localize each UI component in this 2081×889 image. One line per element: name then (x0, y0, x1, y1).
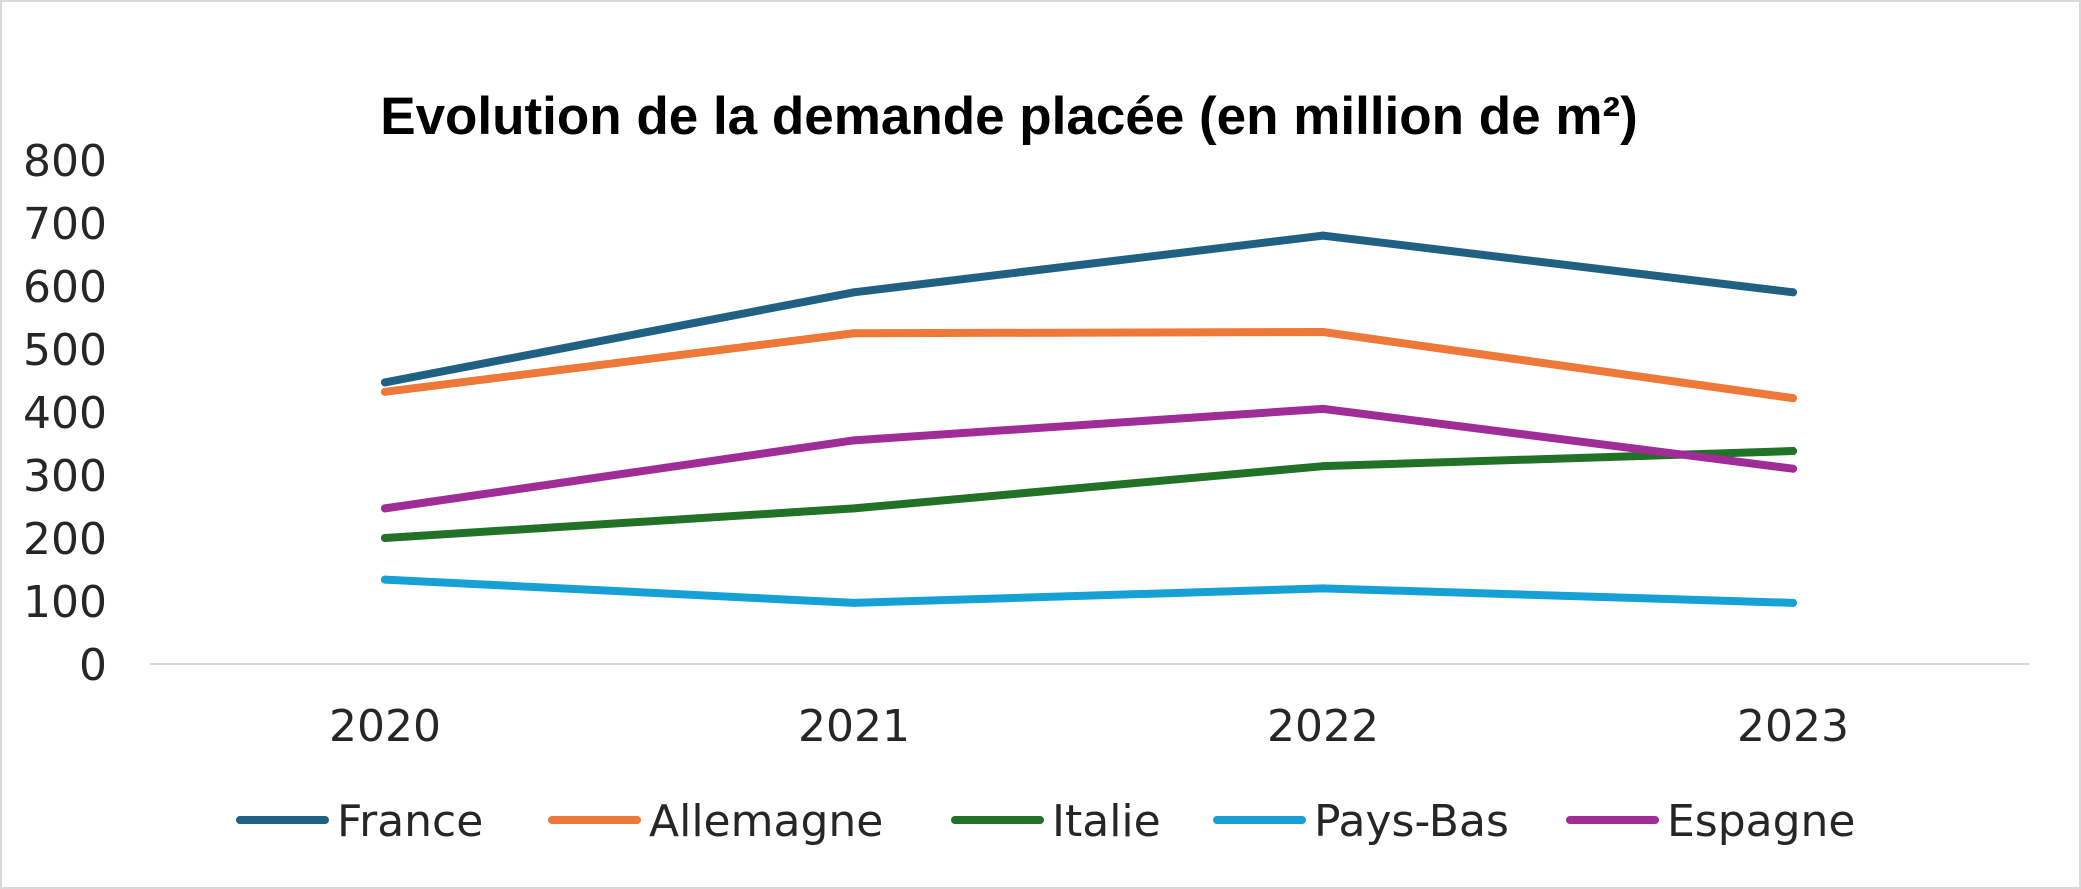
y-tick-label: 200 (23, 514, 107, 565)
data-point (1789, 288, 1797, 297)
data-point (850, 598, 858, 607)
data-point (850, 436, 858, 445)
series-line-france (381, 231, 1797, 387)
data-point (850, 504, 858, 513)
data-point (381, 575, 389, 584)
series-lines (381, 231, 1797, 607)
x-axis: 2020 2021 2022 2023 (150, 663, 2030, 752)
chart-title: Evolution de la demande placée (en milli… (380, 87, 1638, 146)
y-tick-label: 700 (23, 199, 107, 250)
legend-label: Italie (1052, 796, 1161, 847)
data-point (1789, 394, 1797, 403)
x-tick-label: 2023 (1737, 701, 1849, 752)
y-tick-label: 0 (79, 640, 107, 691)
data-point (850, 288, 858, 297)
data-point (1319, 462, 1327, 471)
data-point (1319, 404, 1327, 413)
x-tick-label: 2021 (798, 701, 910, 752)
series-line-allemagne (381, 327, 1797, 403)
legend-label: Espagne (1667, 796, 1856, 847)
series-line-italie (381, 447, 1797, 542)
data-point (1789, 464, 1797, 473)
data-point (381, 378, 389, 387)
data-point (850, 329, 858, 338)
y-axis: 0 100 200 300 400 500 600 700 800 (23, 136, 107, 691)
data-point (1789, 447, 1797, 456)
y-tick-label: 500 (23, 325, 107, 376)
legend-label: Allemagne (649, 796, 883, 847)
data-point (381, 534, 389, 542)
data-point (1319, 584, 1327, 593)
y-tick-label: 300 (23, 451, 107, 502)
y-tick-label: 100 (23, 577, 107, 628)
series-line-pays-bas (381, 575, 1797, 607)
y-tick-label: 400 (23, 388, 107, 439)
series-line-espagne (381, 404, 1797, 513)
data-point (1319, 231, 1327, 240)
data-point (381, 504, 389, 513)
y-tick-label: 600 (23, 262, 107, 313)
x-tick-label: 2020 (329, 701, 441, 752)
legend-label: France (337, 796, 483, 847)
data-point (381, 387, 389, 396)
y-tick-label: 800 (23, 136, 107, 187)
x-tick-label: 2022 (1267, 701, 1379, 752)
legend-label: Pays-Bas (1314, 796, 1509, 847)
data-point (1319, 327, 1327, 336)
data-point (1789, 598, 1797, 607)
legend: France Allemagne Italie Pays-Bas Espagne (236, 796, 1856, 847)
